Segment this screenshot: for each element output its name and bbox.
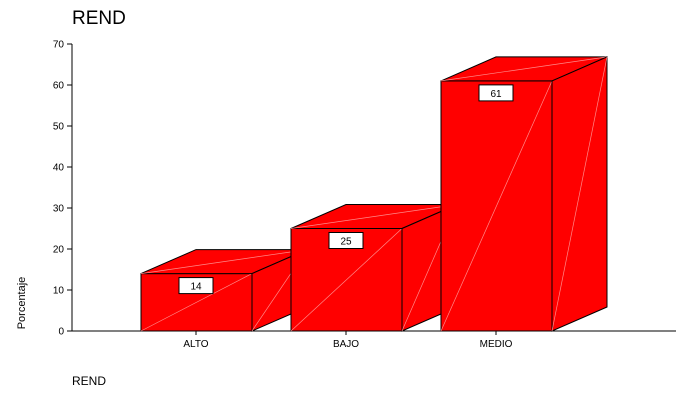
bar-shading-line — [140, 273, 253, 332]
data-label-box — [178, 277, 214, 295]
labels: ALTO 14 BAJO 25 MEDIO 61 — [178, 84, 514, 350]
y-tick-label: 60 — [53, 81, 65, 92]
y-tick-label: 50 — [53, 122, 65, 133]
bars — [140, 56, 608, 332]
chart-title: REND — [72, 8, 126, 29]
y-axis-label: Porcentaje — [16, 277, 28, 330]
y-tick-label: 30 — [53, 204, 65, 215]
data-label: 25 — [340, 237, 352, 248]
x-axis-label: REND — [72, 374, 106, 388]
bar-shading-line — [290, 204, 458, 229]
y-tick-label: 70 — [53, 40, 65, 51]
data-label-box — [478, 84, 514, 102]
bar-shading-line — [440, 80, 553, 332]
bar-shading-line — [551, 56, 608, 332]
x-tick-label: ALTO — [183, 339, 208, 350]
data-label: 14 — [190, 282, 202, 293]
bar-shading-line — [440, 56, 608, 82]
y-tick-label: 0 — [58, 327, 64, 338]
data-label-box — [328, 232, 364, 249]
bar-shading-line — [140, 249, 308, 274]
data-label: 61 — [490, 89, 502, 100]
x-tick-label: MEDIO — [480, 339, 513, 350]
y-tick-label: 40 — [53, 163, 65, 174]
bar-shading-line — [290, 228, 403, 332]
y-tick-label: 10 — [53, 286, 65, 297]
y-tick-label: 20 — [53, 245, 65, 256]
x-tick-label: BAJO — [333, 339, 359, 350]
